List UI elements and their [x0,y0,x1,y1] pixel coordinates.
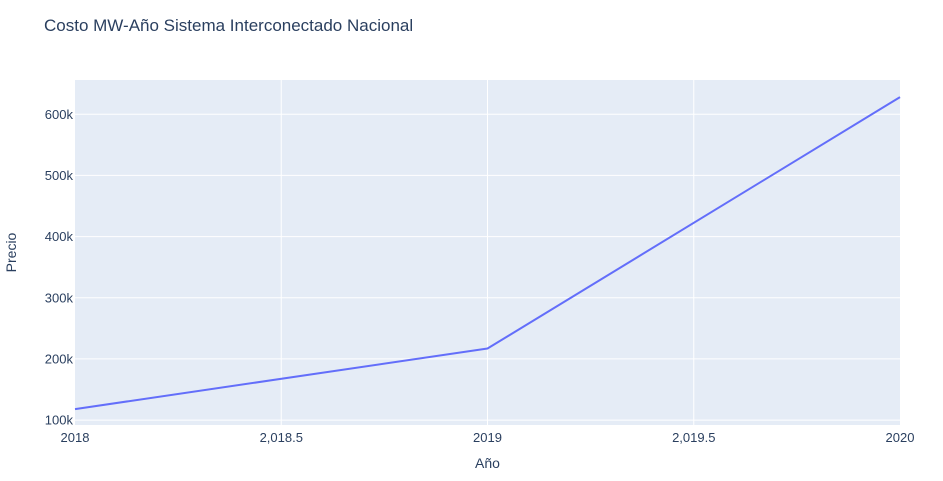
y-tick-label: 100k [45,413,74,428]
y-axis-ticks: 100k 200k 300k 400k 500k 600k [45,107,74,428]
series-line [74,96,901,411]
y-tick-label: 400k [45,229,74,244]
series-layer [74,96,901,411]
x-axis-ticks: 2018 2,018.5 2019 2,019.5 2020 [61,430,915,445]
x-axis-title: Año [475,455,500,471]
chart-title: Costo MW-Año Sistema Interconectado Naci… [44,16,413,35]
y-tick-label: 200k [45,351,74,366]
y-axis-title: Precio [3,232,19,272]
grid-lines [75,80,900,425]
y-tick-label: 300k [45,290,74,305]
y-tick-label: 500k [45,168,74,183]
x-tick-label: 2,019.5 [672,430,715,445]
x-tick-label: 2020 [886,430,915,445]
y-tick-label: 600k [45,107,74,122]
x-tick-label: 2,018.5 [260,430,303,445]
x-tick-label: 2018 [61,430,90,445]
x-tick-label: 2019 [473,430,502,445]
